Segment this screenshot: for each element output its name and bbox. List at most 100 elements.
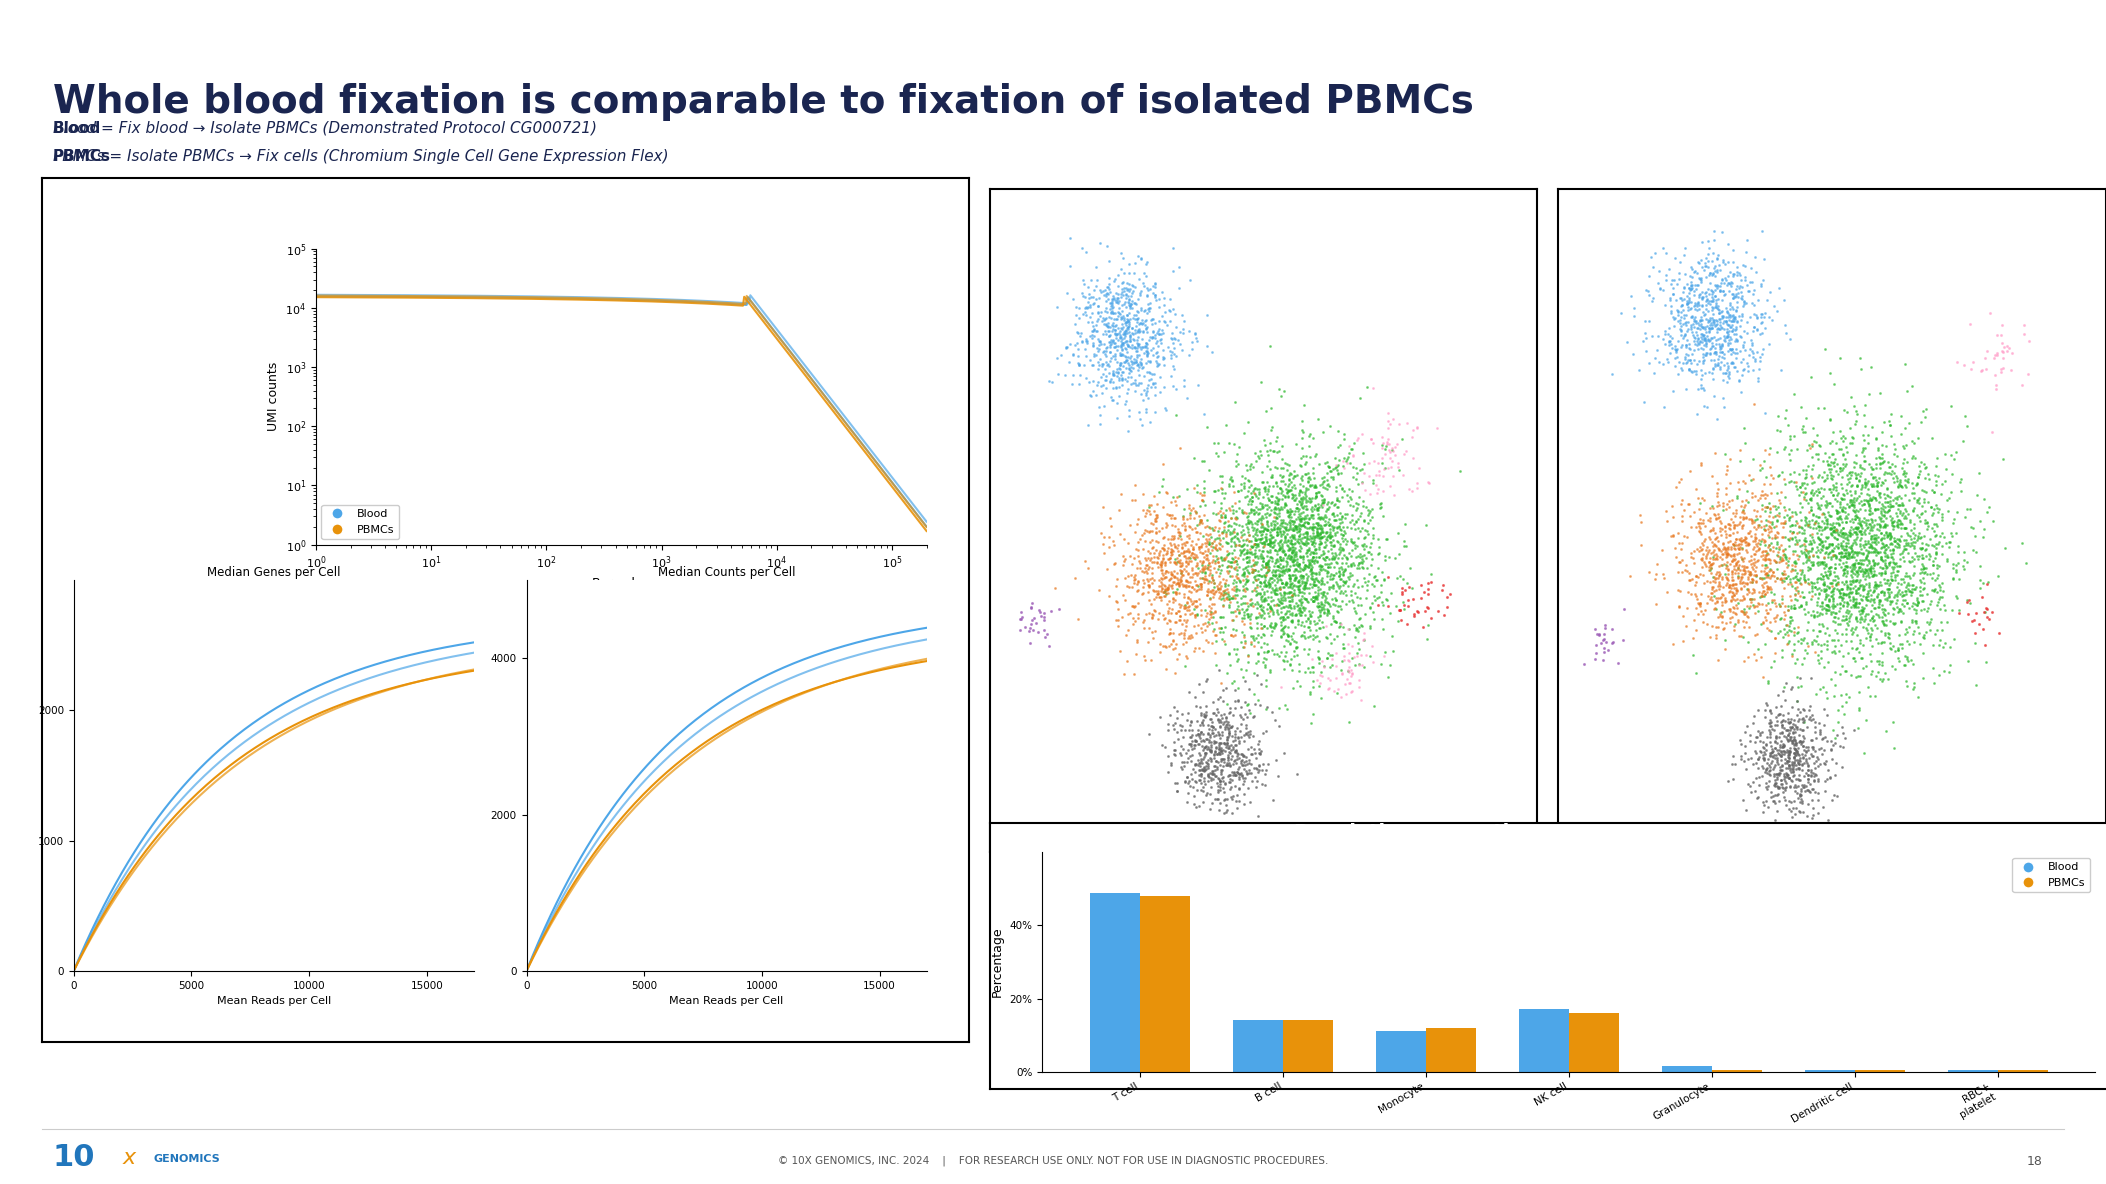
Point [1978,346,2011,365]
Point [1240,571,1274,590]
Point [1737,781,1771,800]
Point [1836,513,1870,532]
Point [1285,516,1318,535]
Point [1872,579,1906,598]
Point [1712,613,1746,632]
Point [1832,493,1866,511]
Point [1152,578,1186,597]
Point [1727,599,1761,618]
Point [1700,487,1733,506]
Point [1828,610,1862,629]
Point [1283,556,1316,575]
Point [1228,558,1261,577]
Point [1864,511,1898,530]
Point [1765,746,1799,765]
Point [1120,330,1154,349]
Point [1327,522,1360,541]
Point [1580,636,1613,655]
Point [1013,614,1047,633]
Point [1255,581,1289,600]
Point [1786,736,1820,755]
Point [1809,586,1843,605]
Point [1822,515,1855,534]
Point [1813,548,1847,567]
Point [1857,526,1891,545]
Point [1891,523,1925,542]
Point [1234,581,1268,600]
Point [1228,564,1261,583]
Point [1809,528,1843,547]
Point [1215,587,1249,606]
Point [1207,740,1240,759]
Point [1830,585,1864,604]
Point [1830,526,1864,545]
Point [1400,478,1434,497]
Point [1824,584,1857,603]
Point [1293,561,1327,580]
Point [1683,333,1716,352]
Point [1794,517,1828,536]
Point [1716,574,1750,593]
Point [1110,343,1144,362]
Point [1234,495,1268,514]
Point [1200,752,1234,771]
Point [1923,575,1956,594]
Point [1238,560,1272,579]
Point [1763,765,1796,784]
Point [1874,558,1908,577]
Point [1247,577,1280,596]
Point [1836,596,1870,614]
Point [1104,525,1137,543]
Point [1112,291,1146,310]
Point [1721,568,1754,587]
Point [1179,476,1213,495]
Point [1862,598,1895,617]
Point [1784,483,1817,502]
Point [1247,488,1280,507]
Point [1769,624,1803,643]
Point [1782,516,1815,535]
Point [1095,316,1129,335]
Point [1302,648,1335,667]
Point [1181,760,1215,779]
Point [1727,618,1761,637]
Point [1228,638,1261,657]
Point [1295,552,1329,571]
Point [1765,723,1799,742]
Point [1302,631,1335,650]
Point [1314,650,1348,669]
Point [1110,313,1144,332]
Point [1302,578,1335,597]
Point [1276,541,1310,560]
Point [1272,521,1306,540]
Point [1731,353,1765,372]
Point [1203,728,1236,747]
Point [1150,561,1184,580]
Point [1678,262,1712,281]
Point [1803,578,1836,597]
Point [1285,509,1318,528]
Point [1184,764,1217,783]
Point [1990,341,2024,360]
Point [1820,462,1853,481]
Point [1133,522,1167,541]
Point [1327,566,1360,585]
Point [1693,521,1727,540]
Point [1862,575,1895,594]
Point [1900,612,1933,631]
Point [1163,487,1196,506]
Point [1135,329,1169,348]
Point [1131,501,1165,520]
Point [1304,662,1337,681]
Point [1817,620,1851,639]
Point [1737,741,1771,760]
Point [1841,519,1874,538]
Point [1249,656,1283,675]
Point [1131,583,1165,601]
Point [1841,545,1874,564]
Point [1234,536,1268,555]
Point [1224,708,1257,727]
Point [1807,598,1841,617]
Point [1822,535,1855,554]
Point [1691,252,1725,271]
